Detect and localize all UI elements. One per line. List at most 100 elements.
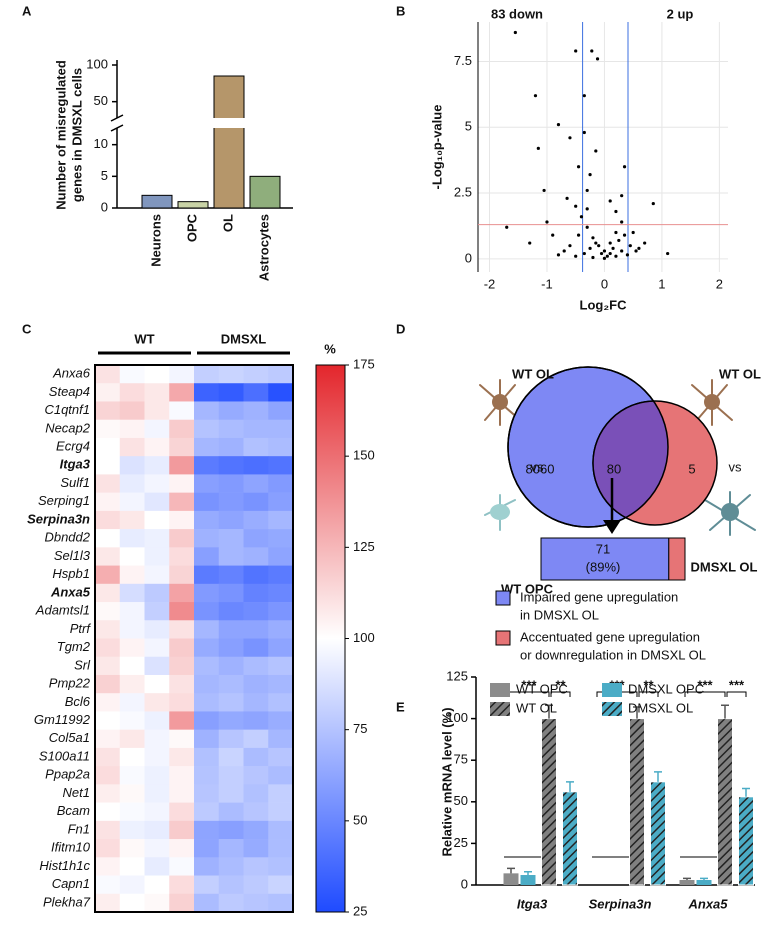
- heatmap-cell: [119, 365, 145, 384]
- heatmap-cell: [169, 401, 195, 420]
- point: [631, 230, 635, 235]
- heatmap-cell: [218, 747, 244, 767]
- heatmap-cell: [169, 839, 195, 858]
- heatmap-cell: [95, 820, 121, 840]
- point: [594, 241, 598, 245]
- row-label: Serping1: [38, 493, 90, 508]
- panel-letter: A: [22, 3, 32, 18]
- heatmap-cell: [268, 474, 294, 493]
- heatmap-cell: [95, 602, 121, 621]
- heatmap-cell: [268, 820, 294, 840]
- heatmap-cell: [144, 365, 170, 384]
- heatmap-cell: [268, 456, 294, 475]
- heatmap-cell: [268, 875, 294, 895]
- heatmap-cell: [144, 857, 170, 876]
- y-tick-label: 100: [446, 710, 468, 725]
- heatmap-cell: [268, 857, 294, 876]
- heatmap-cell: [218, 437, 244, 457]
- row-label: C1qtnf1: [44, 402, 90, 417]
- x-tick-label: Itga3: [517, 896, 548, 911]
- x-tick-label: Serpina3n: [589, 896, 652, 911]
- heatmap-cell: [268, 711, 294, 730]
- venn-count: 80: [607, 461, 621, 476]
- heatmap-cell: [218, 474, 244, 493]
- heatmap-cell: [119, 547, 145, 566]
- heatmap-cell: [119, 583, 145, 603]
- heatmap-cell: [268, 547, 294, 566]
- y-tick-label: 125: [446, 668, 468, 683]
- point: [562, 249, 566, 253]
- heatmap-cell: [218, 656, 244, 676]
- heatmap-cell: [243, 729, 269, 749]
- heatmap-cell: [169, 529, 195, 548]
- set-label: DMSXL OL: [691, 559, 758, 574]
- heatmap-cell: [119, 401, 145, 420]
- heatmap-cell: [218, 401, 244, 420]
- heatmap-cell: [119, 529, 145, 548]
- heatmap-cell: [194, 565, 220, 585]
- error-bar: [566, 781, 574, 792]
- point: [628, 244, 632, 248]
- heatmap-cell: [194, 674, 220, 694]
- heatmap-cell: [119, 492, 145, 512]
- legend-swatch: [602, 683, 622, 697]
- heatmap-cell: [144, 839, 170, 858]
- heatmap-cell: [144, 510, 170, 530]
- heatmap-cell: [243, 383, 269, 402]
- panel-letter: D: [396, 321, 405, 336]
- y-axis-label: genes in DMSXL cells: [69, 68, 84, 202]
- bar: [717, 718, 733, 886]
- bar: [541, 718, 557, 886]
- row-label: Ifitm10: [51, 840, 91, 855]
- point: [576, 165, 581, 169]
- row-label: Hist1h1c: [39, 858, 90, 873]
- point: [585, 207, 589, 211]
- point: [556, 123, 561, 127]
- heatmap-cell: [169, 638, 195, 658]
- heatmap-cell: [144, 437, 170, 457]
- heatmap-cell: [194, 839, 220, 858]
- point: [611, 246, 615, 250]
- heatmap-cell: [95, 456, 121, 475]
- heatmap-cell: [144, 820, 170, 840]
- bar: [629, 718, 645, 886]
- heatmap-cell: [243, 693, 269, 712]
- heatmap-cell: [194, 766, 220, 785]
- colorbar-tick-label: 100: [353, 630, 375, 645]
- heatmap-cell: [218, 674, 244, 694]
- error-bar: [524, 870, 532, 876]
- heatmap-cell: [218, 510, 244, 530]
- heatmap-cell: [268, 492, 294, 512]
- heatmap-cell: [268, 893, 294, 913]
- y-tick-label: 25: [454, 835, 468, 850]
- set-label: vs: [729, 459, 743, 474]
- bar: [520, 875, 536, 885]
- heatmap-cell: [119, 693, 145, 712]
- point: [614, 209, 618, 214]
- heatmap-cell: [119, 820, 145, 840]
- heatmap-cell: [218, 365, 244, 384]
- heatmap-cell: [243, 893, 269, 913]
- y-tick-label: 0: [101, 199, 108, 214]
- group-label: DMSXL: [221, 331, 267, 346]
- point: [576, 233, 581, 237]
- heatmap-cell: [144, 565, 170, 585]
- row-label: Bcl6: [65, 694, 91, 709]
- heatmap-cell: [268, 602, 294, 621]
- heatmap-cell: [218, 583, 244, 603]
- point: [588, 173, 592, 177]
- heatmap-cell: [243, 875, 269, 895]
- heatmap-cell: [194, 437, 220, 457]
- y-tick-label: 50: [94, 93, 108, 108]
- heatmap-cell: [95, 492, 121, 512]
- heatmap-cell: [144, 674, 170, 694]
- legend-swatch: [495, 590, 511, 606]
- error-bar: [545, 704, 553, 719]
- set-label: WT OL: [512, 366, 554, 381]
- row-label: Ptrf: [70, 621, 92, 636]
- heatmap-cell: [243, 529, 269, 548]
- venn-count: 8060: [526, 461, 555, 476]
- heatmap-cell: [119, 656, 145, 676]
- point: [582, 130, 586, 135]
- heatmap-cell: [194, 802, 220, 822]
